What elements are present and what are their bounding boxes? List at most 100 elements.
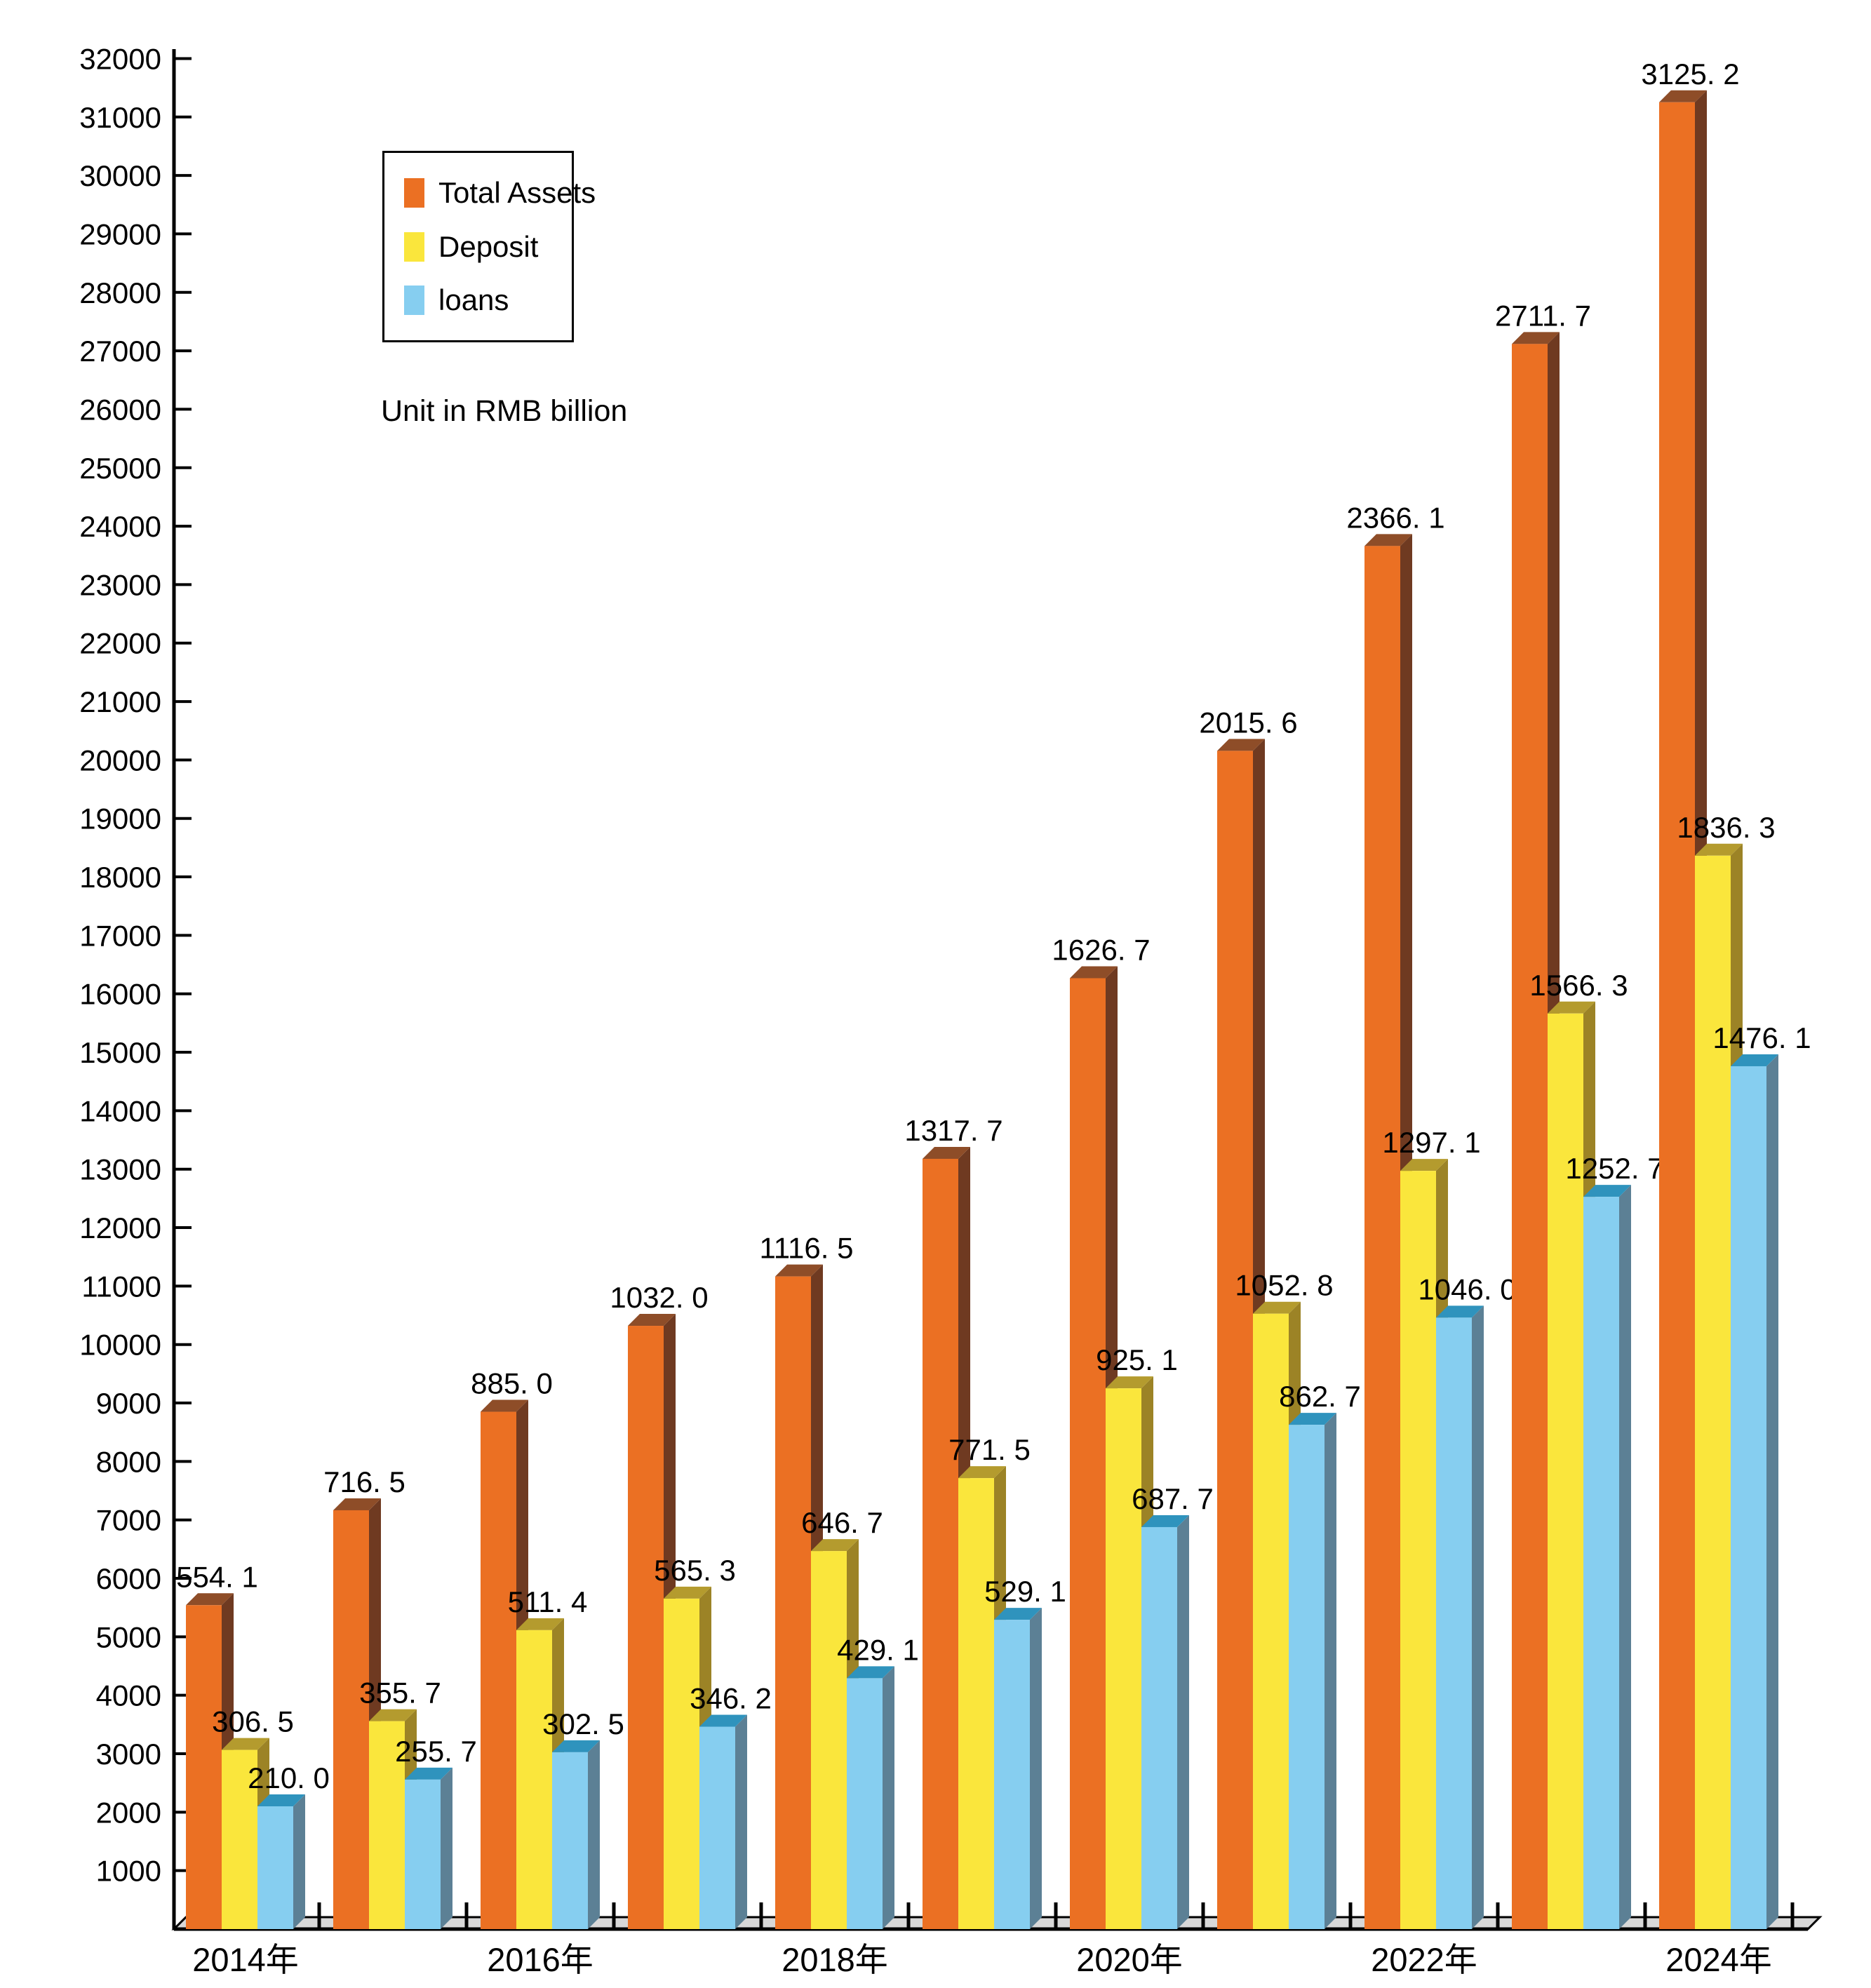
loans-bar [1583,1197,1619,1929]
y-axis-tick-label: 4000 [96,1679,161,1712]
loans-bar-side [1766,1054,1778,1929]
y-axis-tick-label: 12000 [79,1211,161,1244]
loans-bar-top [1436,1305,1484,1318]
loans-bar-label: 255. 7 [395,1735,477,1768]
y-axis-tick-label: 21000 [79,685,161,718]
deposit-bar-label: 1052. 8 [1235,1269,1333,1302]
loans-bar-side [735,1714,747,1929]
total-assets-swatch-icon [404,178,424,208]
deposit-bar [1400,1171,1436,1929]
x-axis-label: 2014年 [192,1941,299,1978]
y-axis-tick-label: 31000 [79,101,161,134]
loans-bar [1141,1526,1177,1929]
deposit-bar-top [811,1539,859,1552]
deposit-swatch-icon [404,231,424,262]
loans-bar-label: 1476. 1 [1712,1021,1811,1054]
total-assets-bar [775,1276,811,1929]
total-assets-bar [1512,344,1548,1930]
total-assets-bar-label: 885. 0 [471,1367,553,1400]
deposit-bar-top [1253,1301,1301,1314]
total-assets-bar [1217,751,1253,1929]
total-assets-bar-top [775,1264,823,1277]
loans-bar-top [847,1666,894,1679]
total-assets-bar-label: 1626. 7 [1052,933,1150,966]
total-assets-bar-label: 1317. 7 [904,1114,1002,1147]
loans-bar [1289,1425,1325,1929]
y-axis-tick-label: 19000 [79,802,161,835]
deposit-bar-top [369,1709,417,1721]
total-assets-bar-top [1659,90,1707,102]
y-axis-tick-label: 2000 [96,1796,161,1829]
unit-note: Unit in RMB billion [381,394,628,428]
deposit-bar-label: 1297. 1 [1382,1126,1480,1159]
total-assets-bar-label: 3125. 2 [1641,58,1739,90]
y-axis-tick-label: 20000 [79,744,161,777]
deposit-bar-label: 1566. 3 [1529,969,1628,1002]
loans-bar-top [994,1608,1042,1620]
y-axis-tick-label: 14000 [79,1094,161,1127]
y-axis-tick-label: 13000 [79,1153,161,1186]
x-axis-label: 2018年 [782,1941,888,1978]
y-axis-tick-label: 1000 [96,1855,161,1888]
y-axis-tick-label: 23000 [79,568,161,601]
loans-bar [699,1726,735,1929]
deposit-bar-top [958,1466,1006,1479]
total-assets-bar-label: 554. 1 [176,1560,258,1593]
total-assets-bar-top [186,1593,234,1606]
deposit-bar-label: 925. 1 [1096,1343,1178,1376]
total-assets-bar-top [1217,739,1265,751]
deposit-bar [958,1478,994,1929]
total-assets-bar [333,1510,369,1929]
y-axis-tick-label: 30000 [79,159,161,192]
deposit-bar-label: 511. 4 [508,1585,588,1618]
y-axis-tick-label: 32000 [79,42,161,75]
loans-bar-side [883,1666,894,1929]
total-assets-bar-top [1070,966,1118,979]
loans-bar-top [1731,1054,1778,1066]
y-axis-tick-label: 22000 [79,627,161,660]
total-assets-bar-label: 1116. 5 [760,1232,854,1265]
loans-bar-top [1289,1413,1336,1425]
loans-bar-label: 1252. 7 [1565,1152,1663,1185]
deposit-bar-label: 1836. 3 [1677,811,1775,844]
y-axis-tick-label: 8000 [96,1445,161,1478]
total-assets-bar-top [481,1399,528,1412]
loans-bar [1731,1066,1766,1929]
loans-bar-side [293,1794,305,1929]
total-assets-bar-top [1364,534,1412,546]
total-assets-bar-label: 2015. 6 [1199,706,1297,739]
loans-bar-label: 529. 1 [984,1575,1066,1608]
total-assets-bar-label: 2711. 7 [1495,299,1591,332]
y-axis-tick-label: 3000 [96,1738,161,1771]
total-assets-bar [1659,102,1695,1930]
y-axis-tick-label: 15000 [79,1036,161,1069]
deposit-bar [222,1749,257,1929]
loans-bar-label: 302. 5 [542,1707,624,1740]
loans-bar-label: 346. 2 [690,1682,772,1715]
y-axis-tick-label: 26000 [79,393,161,426]
loans-bar [1436,1317,1472,1929]
loans-bar-label: 429. 1 [837,1633,919,1666]
loans-bar-top [552,1740,600,1752]
loans-bar [552,1752,588,1929]
total-assets-bar-label: 2366. 1 [1346,501,1444,534]
y-axis-tick-label: 28000 [79,276,161,309]
legend-label-loans: loans [438,283,509,316]
deposit-bar-top [222,1738,269,1750]
y-axis-tick-label: 9000 [96,1387,161,1420]
total-assets-bar-label: 716. 5 [323,1465,405,1498]
total-assets-bar [186,1605,222,1929]
legend-label-total-assets: Total Assets [438,176,596,209]
loans-bar-label: 210. 0 [248,1761,330,1794]
total-assets-bar [481,1411,516,1929]
deposit-bar-top [516,1618,564,1630]
total-assets-bar [628,1326,664,1929]
y-axis-tick-label: 11000 [81,1270,161,1303]
x-axis-label: 2020年 [1076,1941,1183,1978]
y-axis-tick-label: 16000 [79,978,161,1011]
x-axis-label: 2016年 [487,1941,594,1978]
loans-bar-side [1325,1413,1336,1929]
loans-bar-top [405,1767,452,1780]
deposit-bar [1548,1013,1583,1929]
